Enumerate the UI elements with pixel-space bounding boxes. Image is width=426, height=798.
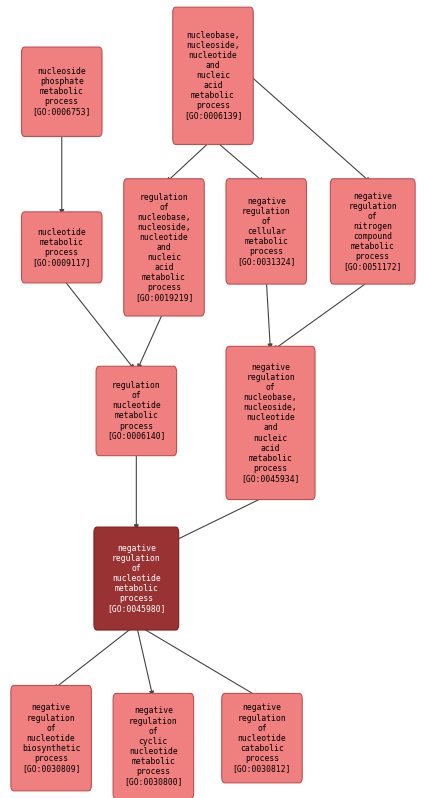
FancyBboxPatch shape	[96, 366, 176, 456]
FancyBboxPatch shape	[11, 685, 91, 791]
Text: negative
regulation
of
nucleobase,
nucleoside,
nucleotide
and
nucleic
acid
metab: negative regulation of nucleobase, nucle…	[241, 363, 300, 483]
Text: negative
regulation
of
cellular
metabolic
process
[GO:0031324]: negative regulation of cellular metaboli…	[237, 197, 296, 266]
FancyBboxPatch shape	[21, 212, 102, 283]
FancyBboxPatch shape	[222, 693, 302, 783]
FancyBboxPatch shape	[226, 179, 307, 284]
FancyBboxPatch shape	[94, 527, 179, 630]
Text: nucleobase,
nucleoside,
nucleotide
and
nucleic
acid
metabolic
process
[GO:000613: nucleobase, nucleoside, nucleotide and n…	[184, 31, 242, 120]
FancyBboxPatch shape	[21, 47, 102, 136]
Text: negative
regulation
of
nucleotide
catabolic
process
[GO:0030812]: negative regulation of nucleotide catabo…	[233, 704, 291, 772]
Text: regulation
of
nucleotide
metabolic
process
[GO:0006140]: regulation of nucleotide metabolic proce…	[107, 381, 166, 440]
Text: negative
regulation
of
cyclic
nucleotide
metabolic
process
[GO:0030800]: negative regulation of cyclic nucleotide…	[124, 706, 183, 786]
Text: negative
regulation
of
nitrogen
compound
metabolic
process
[GO:0051172]: negative regulation of nitrogen compound…	[343, 192, 402, 271]
FancyBboxPatch shape	[226, 346, 315, 500]
Text: negative
regulation
of
nucleotide
biosynthetic
process
[GO:0030809]: negative regulation of nucleotide biosyn…	[22, 704, 81, 772]
FancyBboxPatch shape	[113, 693, 193, 798]
Text: regulation
of
nucleobase,
nucleoside,
nucleotide
and
nucleic
acid
metabolic
proc: regulation of nucleobase, nucleoside, nu…	[135, 192, 193, 302]
Text: nucleoside
phosphate
metabolic
process
[GO:0006753]: nucleoside phosphate metabolic process […	[32, 67, 91, 117]
Text: negative
regulation
of
nucleotide
metabolic
process
[GO:0045980]: negative regulation of nucleotide metabo…	[107, 544, 166, 613]
Text: nucleotide
metabolic
process
[GO:0009117]: nucleotide metabolic process [GO:0009117…	[32, 227, 91, 267]
FancyBboxPatch shape	[331, 179, 415, 284]
FancyBboxPatch shape	[173, 7, 253, 144]
FancyBboxPatch shape	[124, 179, 204, 316]
